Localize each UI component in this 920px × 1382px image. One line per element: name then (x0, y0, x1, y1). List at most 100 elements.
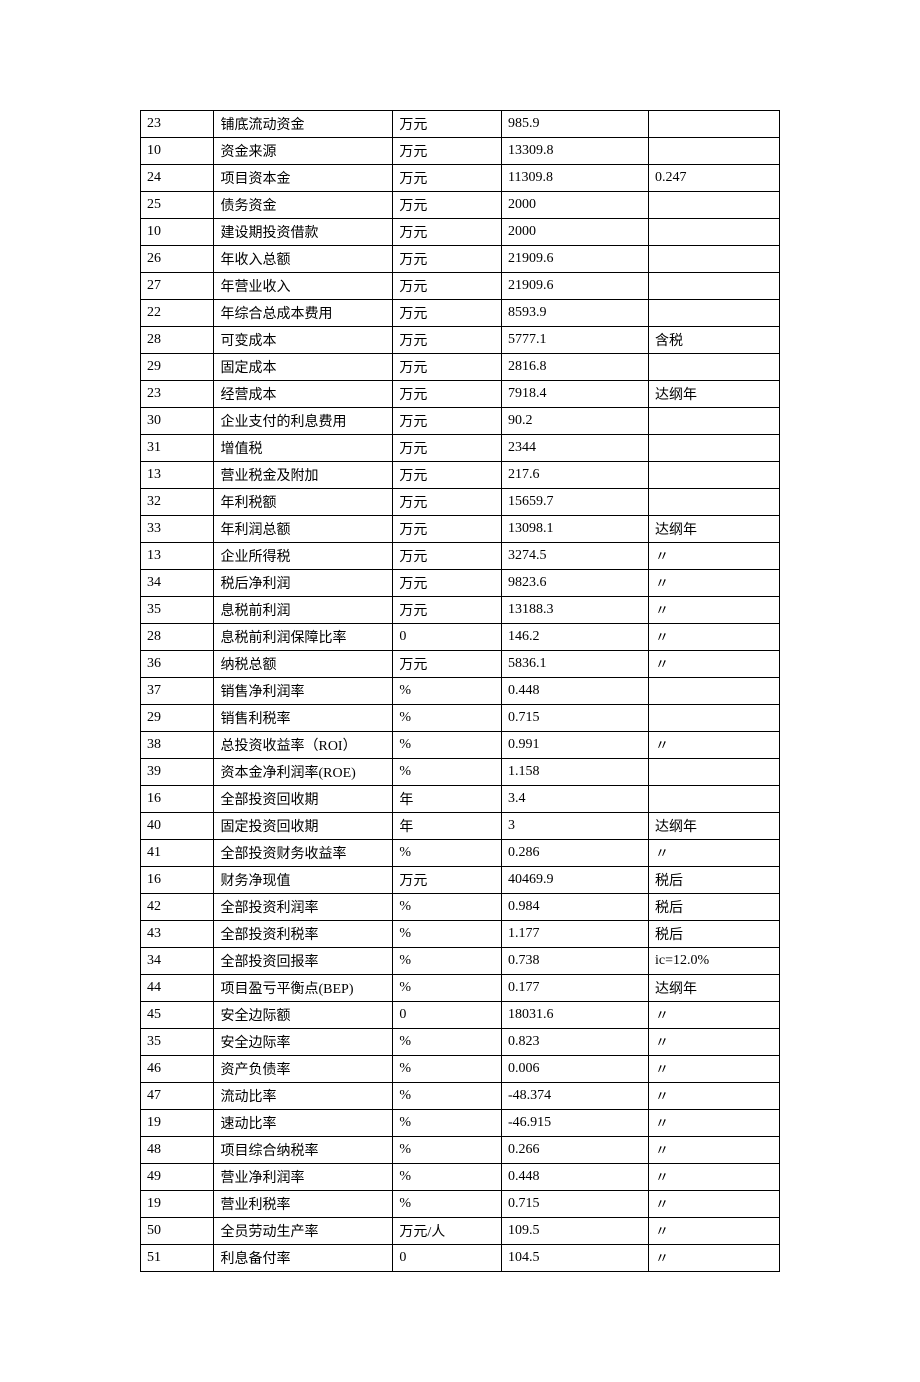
table-cell: -46.915 (502, 1110, 649, 1137)
table-cell: 43 (141, 921, 214, 948)
table-cell (648, 462, 779, 489)
table-cell: 37 (141, 678, 214, 705)
table-row: 35安全边际率%0.823〃 (141, 1029, 780, 1056)
table-row: 32年利税额万元15659.7 (141, 489, 780, 516)
table-cell: 0.715 (502, 1191, 649, 1218)
table-cell: 年综合总成本费用 (214, 300, 393, 327)
table-cell: 万元 (393, 543, 502, 570)
table-row: 35息税前利润万元13188.3〃 (141, 597, 780, 624)
table-cell: 万元 (393, 165, 502, 192)
table-cell: 息税前利润 (214, 597, 393, 624)
table-cell: 13 (141, 543, 214, 570)
table-cell: 1.177 (502, 921, 649, 948)
table-cell: 18031.6 (502, 1002, 649, 1029)
table-cell (648, 219, 779, 246)
table-cell (648, 759, 779, 786)
table-row: 51利息备付率0104.5〃 (141, 1245, 780, 1272)
table-cell: 全部投资回报率 (214, 948, 393, 975)
table-cell: 达纲年 (648, 381, 779, 408)
table-cell: 44 (141, 975, 214, 1002)
table-row: 25债务资金万元2000 (141, 192, 780, 219)
table-row: 33年利润总额万元13098.1达纲年 (141, 516, 780, 543)
table-cell: 万元 (393, 327, 502, 354)
table-cell: 217.6 (502, 462, 649, 489)
table-cell: 24 (141, 165, 214, 192)
table-cell: 21909.6 (502, 273, 649, 300)
table-cell: 40469.9 (502, 867, 649, 894)
table-cell: 48 (141, 1137, 214, 1164)
table-cell: 增值税 (214, 435, 393, 462)
table-cell (648, 354, 779, 381)
table-cell: 年利税额 (214, 489, 393, 516)
table-cell: 项目综合纳税率 (214, 1137, 393, 1164)
table-cell: 10 (141, 138, 214, 165)
table-row: 30企业支付的利息费用万元90.2 (141, 408, 780, 435)
table-cell (648, 138, 779, 165)
table-row: 13营业税金及附加万元217.6 (141, 462, 780, 489)
table-cell: 2344 (502, 435, 649, 462)
table-cell: 9823.6 (502, 570, 649, 597)
table-row: 29销售利税率%0.715 (141, 705, 780, 732)
table-cell: 13188.3 (502, 597, 649, 624)
table-cell: 达纲年 (648, 975, 779, 1002)
table-row: 47流动比率%-48.374〃 (141, 1083, 780, 1110)
table-cell: % (393, 759, 502, 786)
table-row: 45安全边际额018031.6〃 (141, 1002, 780, 1029)
table-cell: 0.448 (502, 1164, 649, 1191)
table-cell: 〃 (648, 1191, 779, 1218)
table-cell: 年利润总额 (214, 516, 393, 543)
table-cell: 2816.8 (502, 354, 649, 381)
table-cell: 0.448 (502, 678, 649, 705)
table-cell: 资本金净利润率(ROE) (214, 759, 393, 786)
table-cell: 固定投资回收期 (214, 813, 393, 840)
table-row: 22年综合总成本费用万元8593.9 (141, 300, 780, 327)
table-cell: 25 (141, 192, 214, 219)
table-cell: 0.266 (502, 1137, 649, 1164)
table-cell: 税后 (648, 921, 779, 948)
table-cell (648, 273, 779, 300)
table-cell: 企业所得税 (214, 543, 393, 570)
table-cell: 总投资收益率（ROI） (214, 732, 393, 759)
table-cell: 年营业收入 (214, 273, 393, 300)
table-cell: 资产负债率 (214, 1056, 393, 1083)
table-cell: 47 (141, 1083, 214, 1110)
table-cell: 全部投资利润率 (214, 894, 393, 921)
table-cell: 〃 (648, 624, 779, 651)
table-cell: 万元 (393, 867, 502, 894)
table-cell: 46 (141, 1056, 214, 1083)
table-row: 24项目资本金万元11309.80.247 (141, 165, 780, 192)
table-cell: 万元 (393, 381, 502, 408)
table-cell: 1.158 (502, 759, 649, 786)
table-cell: 49 (141, 1164, 214, 1191)
table-cell: 万元 (393, 192, 502, 219)
table-cell: 90.2 (502, 408, 649, 435)
table-cell: 29 (141, 705, 214, 732)
table-cell: % (393, 921, 502, 948)
table-cell: 万元 (393, 354, 502, 381)
table-cell: 5836.1 (502, 651, 649, 678)
table-row: 36纳税总额万元5836.1〃 (141, 651, 780, 678)
table-cell: 35 (141, 1029, 214, 1056)
table-cell: 〃 (648, 570, 779, 597)
table-cell: 34 (141, 948, 214, 975)
table-cell: 42 (141, 894, 214, 921)
table-row: 42全部投资利润率%0.984税后 (141, 894, 780, 921)
table-cell: 全部投资利税率 (214, 921, 393, 948)
table-cell: 2000 (502, 219, 649, 246)
table-cell: 万元 (393, 300, 502, 327)
table-cell: 资金来源 (214, 138, 393, 165)
table-cell: 21909.6 (502, 246, 649, 273)
table-cell: 34 (141, 570, 214, 597)
table-cell: 0.991 (502, 732, 649, 759)
table-cell: 项目盈亏平衡点(BEP) (214, 975, 393, 1002)
table-cell (648, 489, 779, 516)
table-cell: 19 (141, 1191, 214, 1218)
table-cell: 达纲年 (648, 813, 779, 840)
table-cell: 年 (393, 786, 502, 813)
table-row: 19速动比率%-46.915〃 (141, 1110, 780, 1137)
table-cell: 万元 (393, 570, 502, 597)
table-cell: 全员劳动生产率 (214, 1218, 393, 1245)
table-cell: % (393, 1164, 502, 1191)
table-cell: 32 (141, 489, 214, 516)
table-cell: 万元 (393, 273, 502, 300)
